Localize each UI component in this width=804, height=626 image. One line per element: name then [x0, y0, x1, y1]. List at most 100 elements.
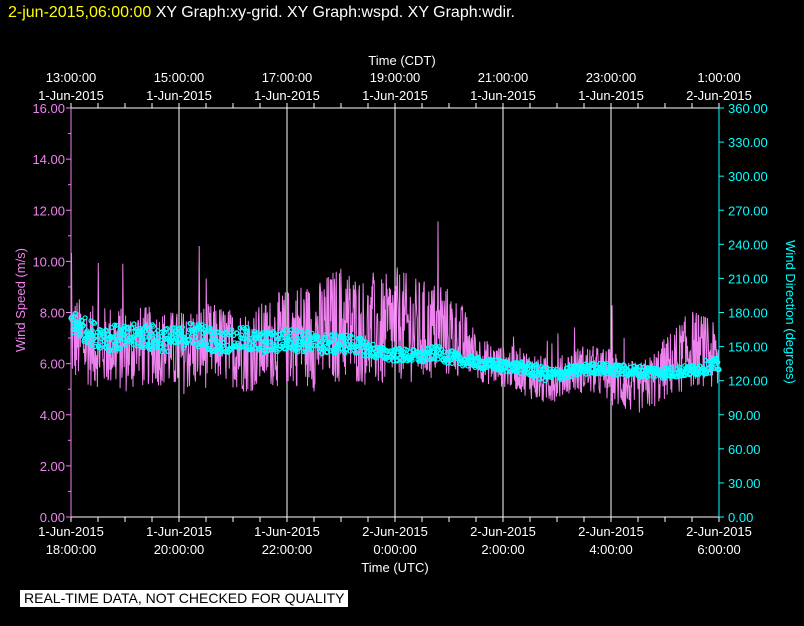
axes [66, 103, 724, 522]
wind-direction-point [470, 358, 476, 364]
top-tick-label-date: 1-Jun-2015 [362, 88, 428, 103]
wind-direction-point [193, 334, 199, 340]
x-tick-label-date: 1-Jun-2015 [254, 524, 320, 539]
wind-direction-point [279, 341, 286, 347]
wind-direction-point [211, 329, 217, 335]
wind-direction-point [162, 329, 168, 335]
wind-direction-point [589, 366, 595, 372]
top-tick-label-date: 1-Jun-2015 [38, 88, 104, 103]
wind-direction-point [180, 345, 187, 351]
wind-direction-point [200, 334, 207, 340]
top-tick-label-date: 2-Jun-2015 [686, 88, 752, 103]
disclaimer-banner: REAL-TIME DATA, NOT CHECKED FOR QUALITY [20, 590, 349, 607]
wind-direction-point [292, 340, 298, 346]
x-tick-label-date: 2-Jun-2015 [362, 524, 428, 539]
top-tick-label-time: 17:00:00 [262, 70, 313, 85]
wind-direction-point [245, 336, 251, 342]
y-tick-label-left: 14.00 [32, 152, 65, 167]
y-tick-label-right: 210.00 [728, 271, 768, 286]
wind-direction-point [649, 365, 655, 371]
wind-direction-point [330, 337, 336, 343]
y-axis-right-label: Wind Direction (degrees) [783, 240, 798, 384]
top-tick-label-date: 1-Jun-2015 [578, 88, 644, 103]
wind-direction-point [157, 340, 164, 346]
wind-direction-point [275, 336, 281, 342]
top-tick-label-time: 19:00:00 [370, 70, 421, 85]
top-tick-label-time: 15:00:00 [154, 70, 205, 85]
y-axis-left-label: Wind Speed (m/s) [13, 248, 28, 352]
wind-direction-point [354, 350, 360, 356]
y-tick-label-right: 90.00 [728, 408, 761, 423]
wind-direction-point [361, 353, 367, 359]
y-tick-label-right: 360.00 [728, 101, 768, 116]
y-tick-label-left: 4.00 [40, 408, 65, 423]
wind-direction-point [159, 334, 165, 340]
header: 2-jun-2015,06:00:00 XY Graph:xy-grid. XY… [8, 4, 515, 22]
x-axis-label: Time (UTC) [361, 560, 428, 575]
wind-direction-point [301, 348, 307, 355]
wind-direction-point [146, 333, 152, 340]
wind-direction-point [129, 325, 135, 331]
wind-direction-point [582, 361, 588, 367]
x-tick-label-time: 2:00:00 [481, 542, 524, 557]
x-tick-label-time: 0:00:00 [373, 542, 416, 557]
wind-direction-point [129, 337, 135, 343]
vertical-grid [178, 108, 612, 517]
top-tick-label-time: 21:00:00 [478, 70, 529, 85]
plot-area [68, 221, 722, 413]
wind-direction-point [208, 337, 214, 344]
wind-direction-point [668, 366, 674, 372]
wind-direction-point [306, 346, 312, 352]
y-tick-label-left: 10.00 [32, 254, 65, 269]
wind-direction-point [238, 344, 244, 350]
wind-direction-point [436, 346, 442, 352]
wind-direction-point [203, 341, 210, 347]
wind-direction-point [113, 333, 119, 339]
top-tick-label-date: 1-Jun-2015 [254, 88, 320, 103]
wind-direction-point [80, 322, 87, 328]
wind-direction-point [359, 336, 365, 342]
wind-direction-point [176, 325, 182, 331]
x-tick-label-date: 2-Jun-2015 [470, 524, 536, 539]
wind-direction-point [345, 342, 352, 348]
wind-direction-point [234, 330, 240, 336]
wind-direction-point [466, 361, 472, 367]
wind-direction-point [304, 329, 310, 335]
wind-direction-point [309, 330, 315, 336]
wind-direction-point [330, 347, 336, 353]
wind-direction-point [212, 346, 218, 353]
wind-direction-point [289, 336, 295, 342]
wind-direction-point [231, 332, 237, 339]
wind-direction-point [409, 357, 415, 363]
wind-direction-point [533, 362, 540, 368]
wind-direction-point [319, 350, 325, 356]
wind-direction-point [161, 342, 167, 348]
wind-direction-point [421, 357, 427, 363]
wind-direction-point [363, 339, 369, 345]
y-tick-label-left: 2.00 [40, 459, 65, 474]
wind-direction-point [688, 371, 694, 377]
wind-direction-point [352, 350, 359, 356]
wind-direction-point [87, 332, 94, 338]
wind-direction-point [241, 344, 247, 350]
wind-direction-point [229, 327, 235, 333]
wind-direction-point [221, 336, 227, 342]
wind-direction-point [144, 338, 150, 344]
x-tick-label-time: 18:00:00 [46, 542, 97, 557]
top-tick-label-time: 1:00:00 [697, 70, 740, 85]
y-tick-label-left: 16.00 [32, 101, 65, 116]
wind-direction-point [533, 364, 539, 370]
wind-direction-point [322, 332, 329, 338]
wind-direction-point [715, 359, 721, 365]
wind-direction-point [303, 349, 309, 355]
wind-direction-series [68, 310, 722, 383]
y-tick-label-right: 120.00 [728, 374, 768, 389]
wind-direction-point [590, 361, 597, 367]
wind-direction-point [296, 345, 302, 351]
top-tick-label-time: 23:00:00 [586, 70, 637, 85]
wind-direction-point [186, 336, 192, 342]
wind-direction-point [650, 373, 657, 379]
wind-direction-point [150, 323, 157, 329]
wind-direction-point [97, 345, 103, 351]
